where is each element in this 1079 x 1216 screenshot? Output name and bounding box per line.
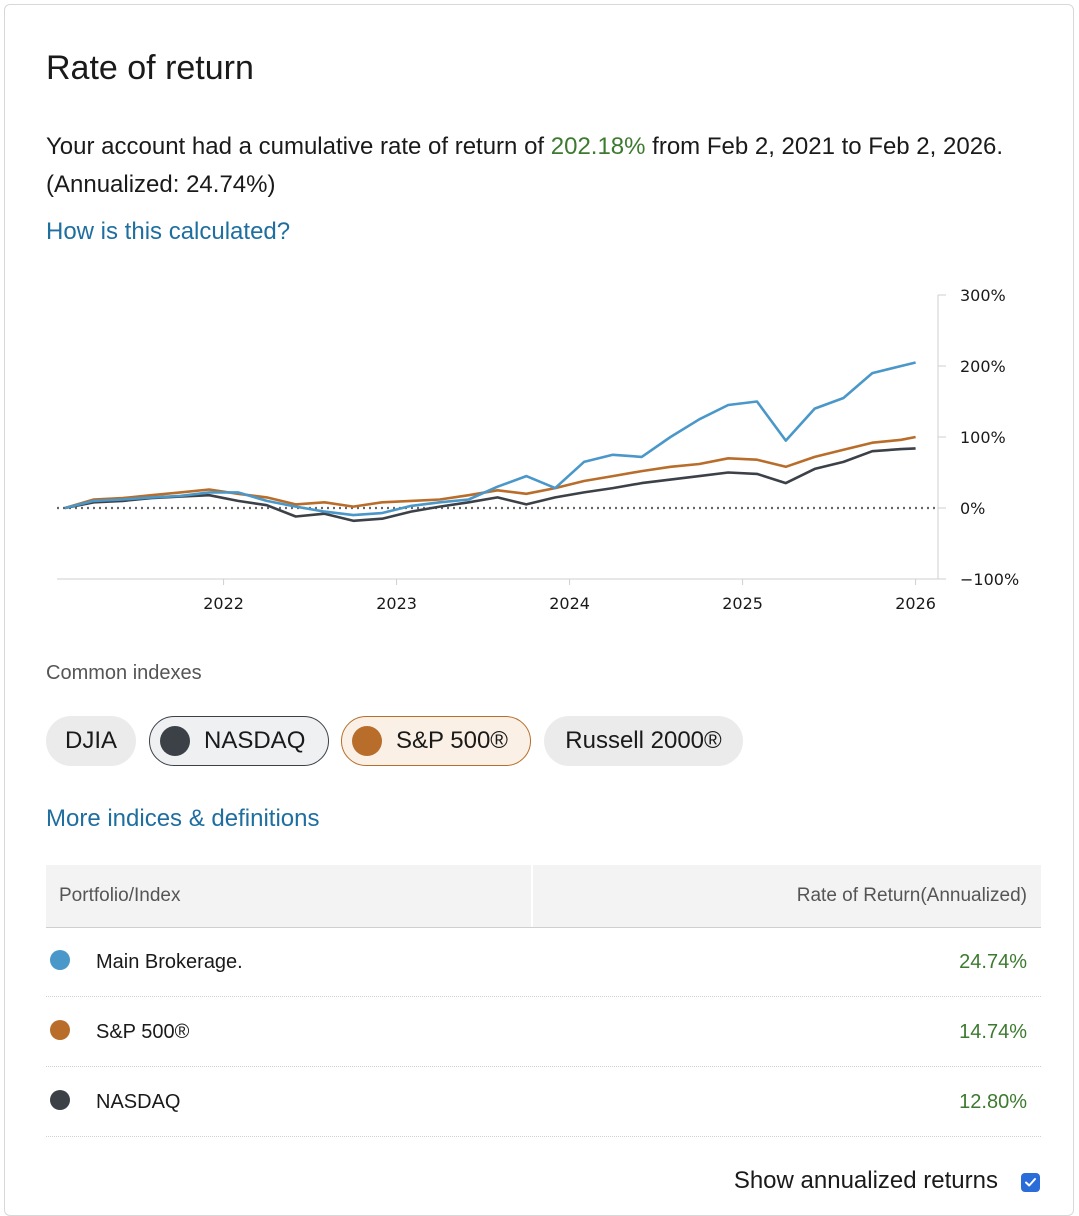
chip-sp500-label: S&P 500®: [396, 727, 508, 754]
row-value: 12.80%: [959, 1091, 1027, 1113]
row-name: Main Brokerage.: [96, 951, 243, 973]
column-divider: [531, 865, 533, 927]
chip-djia-label: DJIA: [64, 727, 117, 754]
y-tick-label: 0%: [960, 499, 985, 518]
sp500-color-dot: [50, 1020, 70, 1040]
y-tick-label: −100%: [960, 570, 1019, 589]
x-tick-label: 2024: [549, 594, 590, 613]
chip-nasdaq[interactable]: NASDAQ: [149, 716, 329, 766]
column-header-portfolio: Portfolio/Index: [59, 885, 181, 906]
x-tick-label: 2025: [722, 594, 763, 613]
row-name: NASDAQ: [96, 1091, 181, 1113]
chip-djia[interactable]: DJIA: [46, 716, 136, 766]
x-tick-label: 2023: [376, 594, 417, 613]
series-line-sp500: [64, 435, 916, 510]
chip-nasdaq-label: NASDAQ: [204, 727, 306, 754]
rate-of-return-chart: 300% 200% 100% 0% −100% 2022 2023 2024 2025 2026: [57, 286, 1019, 613]
chip-sp500[interactable]: S&P 500®: [341, 716, 531, 766]
y-tick-label: 300%: [960, 286, 1006, 305]
annualized-toggle-label: Show annualized returns: [733, 1167, 998, 1194]
chip-russell-label: Russell 2000®: [565, 727, 722, 754]
checkmark-icon: [1025, 1178, 1036, 1187]
nasdaq-color-dot: [50, 1090, 70, 1110]
chip-russell-2000[interactable]: Russell 2000®: [544, 716, 743, 766]
table-row-nasdaq: NASDAQ 12.80%: [46, 1067, 1041, 1137]
series-line-nasdaq: [64, 447, 916, 523]
column-header-rate: Rate of Return(Annualized): [796, 885, 1027, 906]
returns-table-header: Portfolio/Index Rate of Return(Annualize…: [46, 865, 1041, 928]
table-row-sp500: S&P 500® 14.74%: [46, 997, 1041, 1067]
page-title: Rate of return: [46, 49, 254, 87]
row-value: 24.74%: [959, 951, 1027, 973]
summary-prefix: Your account had a cumulative rate of re…: [46, 133, 551, 160]
cumulative-return-value: 202.18%: [550, 133, 646, 160]
sp500-color-dot: [352, 726, 382, 756]
nasdaq-color-dot: [160, 726, 190, 756]
x-tick-label: 2026: [895, 594, 936, 613]
row-value: 14.74%: [959, 1021, 1027, 1043]
brokerage-color-dot: [50, 950, 70, 970]
y-tick-label: 100%: [960, 428, 1006, 447]
table-row-brokerage: Main Brokerage. 24.74%: [46, 927, 1041, 997]
series-line-brokerage: [64, 361, 916, 517]
how-calculated-link[interactable]: How is this calculated?: [46, 218, 291, 245]
row-name: S&P 500®: [96, 1021, 190, 1043]
annualized-checkbox[interactable]: [1021, 1173, 1040, 1192]
return-summary: Your account had a cumulative rate of re…: [46, 128, 1036, 204]
more-indices-link[interactable]: More indices & definitions: [46, 805, 320, 832]
summary-suffix: from Feb 2, 2021 to Feb 2, 2026. (Annual…: [46, 133, 1004, 198]
rate-of-return-card: Rate of return Your account had a cumula…: [4, 4, 1074, 1216]
common-indexes-label: Common indexes: [46, 662, 202, 684]
x-tick-label: 2022: [203, 594, 244, 613]
y-tick-label: 200%: [960, 357, 1006, 376]
